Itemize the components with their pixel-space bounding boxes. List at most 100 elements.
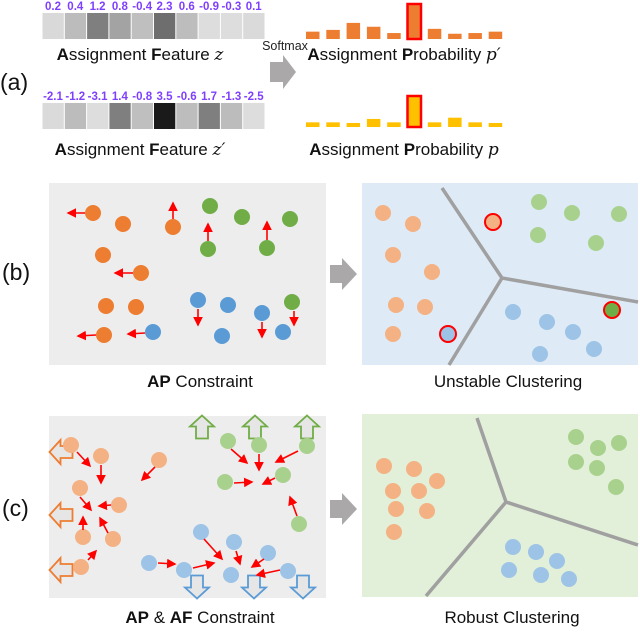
highlighted-probability-bar xyxy=(406,94,423,129)
feature-cell xyxy=(154,13,176,39)
unstable-clustering-points xyxy=(375,187,639,366)
feature-cell xyxy=(42,13,64,39)
data-point xyxy=(376,458,392,474)
feature-value: -2.1 xyxy=(43,91,63,103)
softmax-arrow-icon xyxy=(270,55,296,89)
data-point xyxy=(561,571,577,587)
feature-value: -0.3 xyxy=(221,1,241,13)
feature-cell xyxy=(109,103,131,129)
softmax-label: Softmax xyxy=(262,39,309,53)
data-point xyxy=(568,454,584,470)
feature-cell xyxy=(154,103,176,129)
probability-p-bars xyxy=(306,94,503,129)
constraint-arrow xyxy=(140,466,156,482)
feature-value: -0.9 xyxy=(199,1,219,13)
data-point xyxy=(259,240,275,256)
data-point xyxy=(96,327,112,343)
cluster-boundary xyxy=(424,500,508,598)
data-point xyxy=(165,219,181,235)
feature-value: 1.7 xyxy=(201,91,217,103)
data-point xyxy=(417,299,433,315)
feature-value: 0.6 xyxy=(179,1,195,13)
feature-z-cells: 0.2 0.4 1.2 0.8 -0.4 2.3 0.6 -0.9 -0.3 0.1 xyxy=(42,1,265,39)
data-point xyxy=(385,247,401,263)
probability-bar xyxy=(488,122,503,127)
constraint-arrow xyxy=(233,550,243,566)
data-point xyxy=(611,435,627,451)
data-point xyxy=(405,216,421,232)
constraint-arrow xyxy=(255,568,281,578)
feature-value: -0.6 xyxy=(177,91,197,103)
constraint-arrow xyxy=(230,448,249,465)
probability-p-label: Assignment Probability p xyxy=(309,140,499,160)
outward-arrow-icon xyxy=(239,574,269,600)
probability-bar xyxy=(488,31,503,39)
feature-z-prime-label: Assignment Feature z′ xyxy=(55,140,226,160)
probability-bar xyxy=(366,118,381,127)
probability-bar xyxy=(468,33,482,39)
feature-value: -1.2 xyxy=(65,91,85,103)
probability-bar xyxy=(427,122,442,127)
robust-clustering-caption: Robust Clustering xyxy=(444,608,579,627)
data-point xyxy=(73,559,89,575)
probability-bar xyxy=(346,122,361,127)
data-point xyxy=(145,324,161,340)
constraint-arrow xyxy=(250,558,265,568)
data-point xyxy=(128,299,144,315)
ap-constraint-points xyxy=(66,198,300,344)
probability-bar xyxy=(326,29,340,39)
outward-arrow-icon xyxy=(182,574,212,600)
feature-value: -1.3 xyxy=(221,91,241,103)
data-point xyxy=(105,531,121,547)
probability-bar xyxy=(326,122,340,127)
data-point xyxy=(533,567,549,583)
data-point xyxy=(549,553,565,569)
data-point xyxy=(611,206,627,222)
data-point xyxy=(505,539,521,555)
data-point xyxy=(141,555,157,571)
data-point xyxy=(375,205,391,221)
data-point xyxy=(530,227,546,243)
constraint-arrow xyxy=(261,476,276,485)
data-point xyxy=(223,567,239,583)
data-point xyxy=(429,473,445,489)
data-point xyxy=(234,209,250,225)
feature-cell xyxy=(198,13,220,39)
data-point xyxy=(190,292,206,308)
panel-a: (a) 0.2 0.4 1.2 0.8 -0.4 2.3 0.6 -0.9 -0.3 0.1 -2… xyxy=(0,1,503,160)
data-point xyxy=(539,314,555,330)
constraint-arrow xyxy=(99,516,109,534)
panel-c: (c) AP & AF Constraint Robust Clustering xyxy=(2,414,639,627)
data-point xyxy=(386,524,402,540)
feature-z-label: Assignment Feature z xyxy=(57,45,225,65)
data-point xyxy=(588,235,604,251)
probability-bar xyxy=(448,33,462,39)
data-point xyxy=(98,298,114,314)
constraint-arrow xyxy=(87,549,98,561)
panel-a-label: (a) xyxy=(0,69,28,95)
probability-p-prime-bars xyxy=(306,2,503,41)
feature-cell xyxy=(131,13,153,39)
data-point xyxy=(424,264,440,280)
feature-value: 0.2 xyxy=(45,1,61,13)
data-point xyxy=(528,544,544,560)
feature-z-prime-cells: -2.1 -1.2 -3.1 1.4 -0.8 3.5 -0.6 1.7 -1.3 -2.5 xyxy=(42,91,265,129)
data-point xyxy=(388,297,404,313)
feature-cell xyxy=(243,13,265,39)
data-point xyxy=(419,503,435,519)
data-point xyxy=(63,437,79,453)
feature-cell xyxy=(220,103,243,129)
feature-value: -0.4 xyxy=(132,1,152,13)
constraint-arrow xyxy=(288,495,298,517)
outward-arrow-icon xyxy=(288,574,318,600)
feature-value: 0.8 xyxy=(112,1,129,13)
feature-cell xyxy=(64,103,87,129)
constraint-arrow xyxy=(97,500,112,511)
data-point xyxy=(275,324,291,340)
panel-b: (b) AP Constraint Unstable Clustering xyxy=(2,183,639,391)
feature-cell xyxy=(243,103,265,129)
misassigned-point xyxy=(484,213,502,231)
outward-arrow-icon xyxy=(48,500,74,530)
feature-cell xyxy=(87,13,109,39)
data-point xyxy=(193,524,209,540)
